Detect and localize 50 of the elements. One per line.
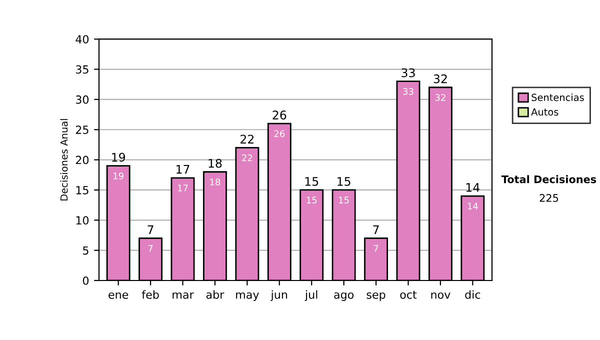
total-label: 14 bbox=[466, 183, 480, 192]
data-label: 22 bbox=[242, 154, 252, 162]
x-tick-label: sep bbox=[366, 292, 386, 301]
legend-label: Autos bbox=[531, 108, 558, 116]
total-label: 26 bbox=[272, 110, 286, 120]
y-tick-label: 40 bbox=[76, 35, 89, 44]
y-tick-label: 15 bbox=[76, 186, 88, 194]
y-tick-label: 10 bbox=[76, 216, 89, 225]
total-label: 18 bbox=[208, 158, 222, 168]
total-label: 15 bbox=[305, 177, 318, 186]
data-label: 15 bbox=[306, 196, 317, 204]
total-label: 32 bbox=[434, 74, 447, 84]
x-tick-label: nov bbox=[431, 292, 450, 299]
data-label: 7 bbox=[374, 245, 378, 252]
x-tick-label: jul bbox=[304, 290, 318, 301]
total-label: 33 bbox=[402, 68, 415, 78]
x-tick-label: oct bbox=[400, 290, 417, 299]
y-tick-label: 5 bbox=[83, 246, 88, 255]
y-tick-label: 25 bbox=[76, 126, 88, 134]
x-tick-label: mar bbox=[172, 292, 194, 299]
data-label: 33 bbox=[403, 88, 414, 95]
data-label: 26 bbox=[274, 130, 285, 138]
total-label: 7 bbox=[373, 225, 379, 234]
y-axis-title: Decisiones Anual bbox=[60, 119, 68, 200]
y-tick-label: 30 bbox=[76, 95, 89, 104]
data-label: 7 bbox=[148, 245, 153, 252]
total-label: 7 bbox=[148, 225, 154, 234]
total-label: 15 bbox=[338, 177, 350, 186]
x-tick-label: ene bbox=[108, 292, 128, 299]
data-label: 17 bbox=[178, 184, 188, 192]
text: 225 bbox=[540, 194, 558, 202]
x-tick-label: abr bbox=[206, 290, 224, 299]
legend-label: Sentencias bbox=[532, 94, 584, 102]
data-label: 19 bbox=[114, 172, 124, 180]
data-label: 32 bbox=[435, 94, 446, 101]
data-label: 18 bbox=[210, 178, 220, 186]
x-tick-label: dic bbox=[465, 290, 480, 299]
total-label: 17 bbox=[176, 165, 190, 174]
x-tick-label: may bbox=[236, 292, 259, 301]
x-tick-label: ago bbox=[334, 292, 354, 301]
x-tick-label: jun bbox=[270, 290, 288, 301]
x-tick-label: feb bbox=[142, 290, 159, 299]
total-label: 19 bbox=[112, 152, 126, 162]
y-tick-label: 0 bbox=[82, 276, 89, 285]
y-tick-label: 20 bbox=[76, 156, 89, 164]
text: Total Decisiones bbox=[501, 175, 596, 184]
data-label: 15 bbox=[339, 196, 349, 204]
y-tick-label: 35 bbox=[76, 65, 88, 74]
data-label: 14 bbox=[468, 202, 478, 210]
total-label: 22 bbox=[240, 134, 254, 144]
